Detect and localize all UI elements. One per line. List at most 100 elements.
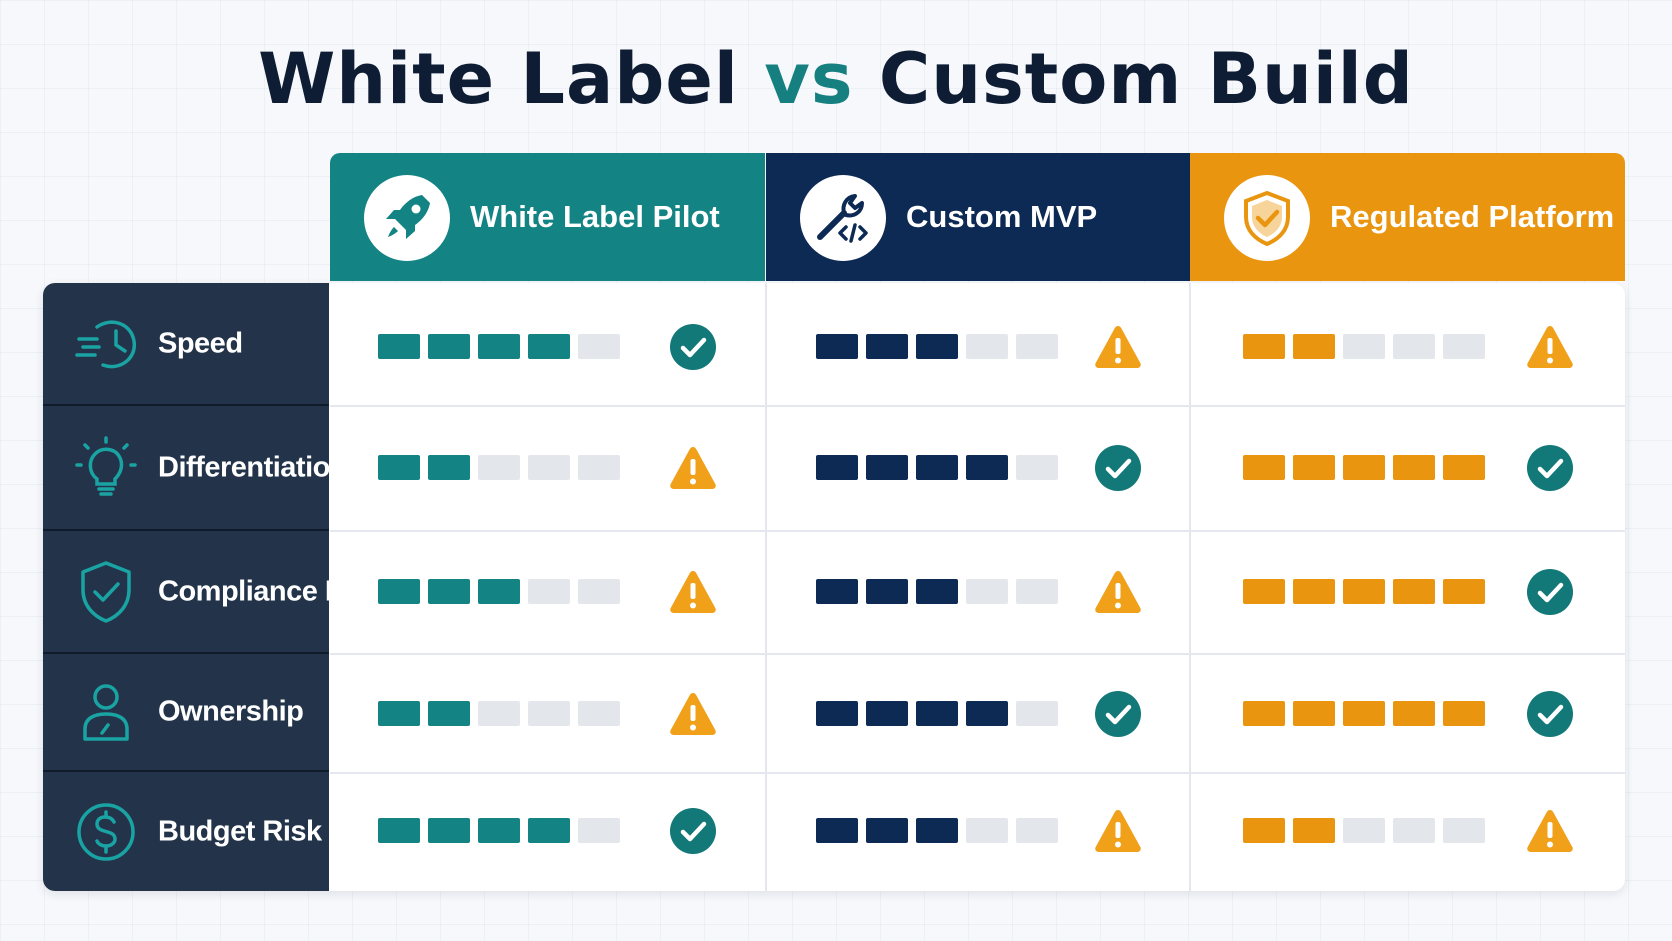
row-divider [330,405,1625,407]
rating-segment-filled [478,334,520,359]
rating-segment-empty [528,579,570,604]
rating-segment-empty [578,334,620,359]
column-header-white-label-pilot: White Label Pilot [330,153,765,281]
rating-segment-filled [1343,701,1385,726]
rating-segment-filled [866,701,908,726]
rating-segment-empty [1443,334,1485,359]
rating-segment-filled [1293,579,1335,604]
rating-segment-filled [1343,455,1385,480]
rating-segment-empty [1393,334,1435,359]
row-label-budget-risk: Budget Risk [43,772,329,891]
warning-icon [1095,810,1141,852]
warning-icon [1095,571,1141,613]
rating-segment-empty [966,579,1008,604]
check-circle-icon [670,808,716,854]
rating-segment-filled [816,701,858,726]
rating-segment-filled [1393,701,1435,726]
rating-segment-filled [378,455,420,480]
rating-segment-filled [1293,818,1335,843]
rating-segment-empty [578,701,620,726]
check-circle-icon [1095,691,1141,737]
shield-check-icon [81,560,131,623]
rating-segment-filled [966,455,1008,480]
check-circle-icon [670,324,716,370]
rating-segment-filled [1293,455,1335,480]
rating-segment-filled [428,579,470,604]
warning-icon [1095,326,1141,368]
rating-segment-filled [478,818,520,843]
column-header-regulated-platform: Regulated Platform [1190,153,1625,281]
rating-segment-filled [1343,579,1385,604]
rating-segment-filled [478,579,520,604]
warning-icon [670,447,716,489]
wrench-code-icon [800,175,886,261]
column-header-custom-mvp: Custom MVP [766,153,1190,281]
rating-segment-filled [1393,455,1435,480]
rating-segment-filled [428,818,470,843]
rating-segment-filled [966,701,1008,726]
row-label-differentiation: Differentiation [43,406,329,531]
row-divider [330,653,1625,655]
rating-segment-filled [1443,701,1485,726]
lightbulb-icon [75,435,137,496]
rating-segment-filled [1443,455,1485,480]
title-part1: White Label [258,38,739,120]
rating-segment-empty [1016,455,1058,480]
rating-segment-filled [1243,579,1285,604]
rating-segment-empty [528,455,570,480]
title-part2: Custom Build [878,38,1414,120]
rating-segment-filled [816,818,858,843]
row-label-text: Differentiation [158,451,329,483]
title-vs: vs [764,38,854,120]
rating-segment-empty [578,818,620,843]
rating-segment-filled [1443,579,1485,604]
rating-segment-empty [478,701,520,726]
rating-segment-filled [1243,818,1285,843]
clock-speed-icon [75,320,136,368]
row-divider [330,772,1625,774]
row-divider [330,530,1625,532]
rating-segment-empty [1016,579,1058,604]
rating-segment-filled [916,579,958,604]
column-label: White Label Pilot [470,199,720,234]
column-divider [1189,283,1191,891]
rating-segment-empty [578,455,620,480]
rating-segment-filled [816,334,858,359]
rating-segment-filled [816,455,858,480]
check-circle-icon [1095,445,1141,491]
rating-segment-filled [528,818,570,843]
rating-segment-filled [916,334,958,359]
rocket-icon [364,175,450,261]
rating-segment-filled [916,701,958,726]
rating-segment-filled [916,818,958,843]
user-icon [83,684,129,741]
check-circle-icon [1527,569,1573,615]
rating-segment-filled [378,334,420,359]
rating-segment-empty [1343,818,1385,843]
dollar-icon [77,802,135,861]
column-label: Regulated Platform [1330,199,1615,234]
rating-segment-filled [866,579,908,604]
rating-segment-empty [1016,701,1058,726]
rating-segment-filled [1243,455,1285,480]
rating-segment-empty [1343,334,1385,359]
rating-segment-filled [1293,334,1335,359]
shield-check-icon [1224,175,1310,261]
row-label-speed: Speed [43,283,329,406]
rating-segment-empty [578,579,620,604]
row-label-text: Budget Risk [158,815,322,847]
page-title: White Label vs Custom Build [0,34,1672,124]
check-circle-icon [1527,691,1573,737]
row-label-text: Compliance Fit [158,575,329,607]
rating-segment-filled [528,334,570,359]
rating-segment-filled [378,579,420,604]
warning-icon [670,693,716,735]
rating-segment-filled [1393,579,1435,604]
rating-segment-filled [1293,701,1335,726]
rating-segment-empty [1443,818,1485,843]
rating-segment-empty [1393,818,1435,843]
rating-segment-empty [478,455,520,480]
column-label: Custom MVP [906,199,1098,234]
rating-segment-empty [528,701,570,726]
rating-segment-filled [378,701,420,726]
